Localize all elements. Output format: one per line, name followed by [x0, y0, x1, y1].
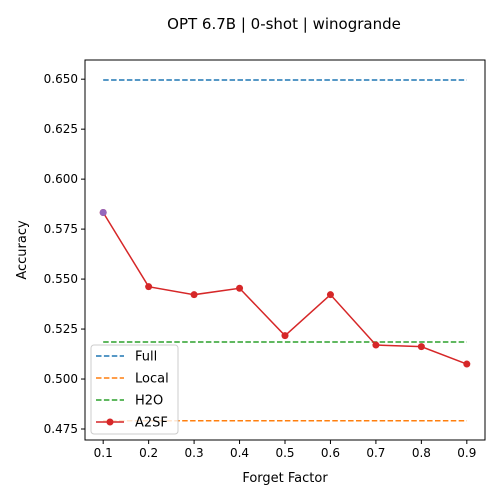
legend-label: Full: [135, 350, 157, 365]
data-point: [463, 360, 471, 368]
legend-marker: [106, 418, 114, 426]
x-tick-label: 0.1: [94, 446, 113, 460]
legend: Full Local H2O A2SF: [90, 344, 179, 435]
data-point: [236, 284, 244, 292]
x-axis-ticks: 0.1 0.2 0.3 0.4 0.5 0.6 0.7 0.8 0.9: [94, 440, 476, 460]
x-tick-label: 0.3: [185, 446, 204, 460]
y-tick-label: 0.500: [44, 372, 78, 386]
y-tick-label: 0.525: [44, 322, 78, 336]
legend-label: Local: [135, 372, 169, 387]
highlight-point: [99, 209, 107, 217]
data-point: [145, 283, 153, 291]
legend-label: H2O: [135, 394, 163, 409]
y-tick-label: 0.550: [44, 272, 78, 286]
x-tick-label: 0.6: [321, 446, 340, 460]
data-point: [190, 291, 198, 299]
y-tick-label: 0.650: [44, 72, 78, 86]
legend-box: [90, 344, 179, 435]
x-tick-label: 0.9: [457, 446, 476, 460]
y-tick-label: 0.625: [44, 122, 78, 136]
data-point: [417, 343, 425, 351]
x-tick-label: 0.5: [275, 446, 294, 460]
data-point: [372, 341, 380, 349]
y-axis-ticks: 0.475 0.500 0.525 0.550 0.575 0.600 0.625 0.650: [44, 72, 85, 436]
data-point: [281, 332, 289, 340]
y-tick-label: 0.575: [44, 222, 78, 236]
data-point: [326, 291, 334, 299]
y-tick-label: 0.600: [44, 172, 78, 186]
y-axis-label: Accuracy: [15, 220, 30, 280]
legend-label: A2SF: [135, 416, 168, 431]
chart-title: OPT 6.7B | 0-shot | winogrande: [167, 15, 401, 33]
x-tick-label: 0.7: [366, 446, 385, 460]
x-tick-label: 0.8: [412, 446, 431, 460]
x-axis-label: Forget Factor: [242, 471, 328, 486]
y-tick-label: 0.475: [44, 422, 78, 436]
x-tick-label: 0.2: [139, 446, 158, 460]
x-tick-label: 0.4: [230, 446, 249, 460]
